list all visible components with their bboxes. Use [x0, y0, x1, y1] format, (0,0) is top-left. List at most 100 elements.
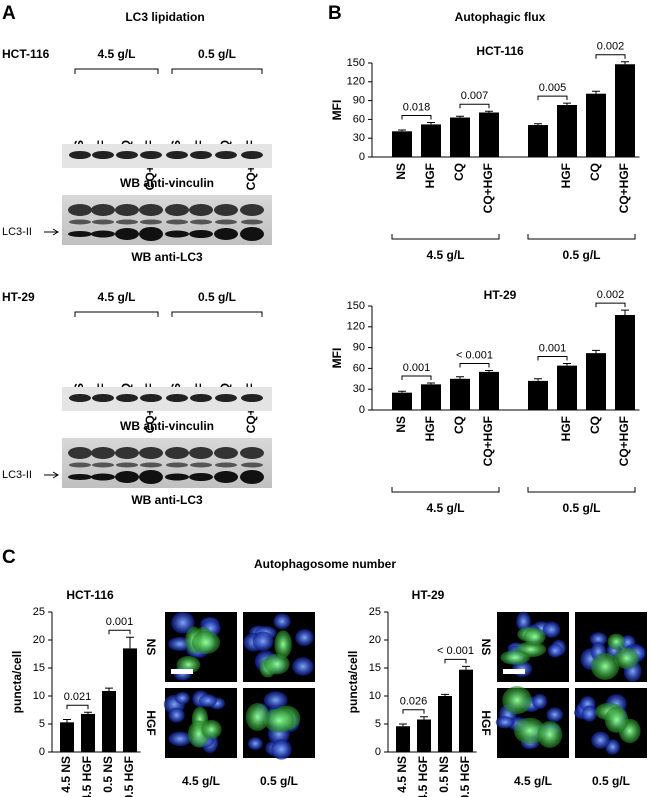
blot-band [166, 462, 188, 468]
p-value: < 0.001 [437, 645, 474, 657]
error-bar [592, 349, 600, 354]
panel-title: LC3 lipidation [125, 10, 204, 24]
chart-title: HT-29 [412, 588, 445, 602]
blot-band [115, 447, 139, 459]
blot-band [214, 204, 238, 216]
bar [586, 93, 606, 157]
row-label: NS [144, 639, 158, 656]
blot-band [189, 473, 213, 481]
bar [392, 131, 412, 157]
error-bar [621, 61, 629, 65]
blot-band [139, 447, 163, 459]
y-tick-label: 150 [347, 300, 365, 312]
cell-stain [537, 721, 563, 748]
blot-label: WB anti-LC3 [131, 493, 203, 507]
cell-stain [264, 708, 295, 733]
bar [438, 696, 452, 752]
nucleus [292, 657, 314, 676]
x-tick-label: 0.5 NS [437, 756, 451, 793]
significance-bracket [595, 54, 626, 59]
nucleus [263, 691, 288, 709]
blot-band [116, 151, 138, 159]
blot-band [215, 219, 237, 225]
group-label: 0.5 g/L [562, 501, 600, 515]
y-tick-label: 0 [39, 746, 45, 758]
blot-band [91, 204, 115, 216]
y-axis-label: puncta/cell [346, 651, 360, 714]
blot-band [240, 470, 264, 484]
blot-label: WB anti-vinculin [120, 176, 214, 190]
blot-band [165, 473, 189, 481]
blot-band [92, 219, 114, 225]
blot-band [241, 462, 263, 468]
blot-band [139, 470, 163, 484]
blot-band [115, 204, 139, 216]
blot-band [92, 394, 114, 402]
error-bar [427, 122, 435, 125]
blot-band [190, 151, 212, 159]
chart-title: HT-29 [484, 288, 517, 302]
y-tick-label: 120 [347, 76, 365, 88]
group-bracket [171, 68, 263, 74]
error-bar [592, 90, 600, 94]
significance-bracket [537, 356, 568, 361]
blot-band [69, 394, 91, 402]
panel-letter: C [2, 547, 16, 568]
x-tick-label: CQ [588, 416, 602, 434]
bar [557, 365, 577, 410]
blot-band [115, 471, 139, 483]
blot-band [189, 447, 213, 459]
blot-band [165, 447, 189, 459]
blot-band [215, 394, 237, 402]
blot-band [68, 447, 92, 459]
x-tick-label: CQ+HGF [617, 163, 631, 213]
bar [615, 315, 635, 410]
y-tick-label: 120 [347, 321, 365, 333]
error-bar [534, 378, 542, 381]
bar [396, 726, 410, 752]
marker-label: LC3-II [2, 226, 32, 238]
x-tick-label: CQ [452, 163, 466, 181]
bar [459, 669, 473, 752]
group-bracket [391, 487, 500, 493]
blot-band [91, 230, 115, 238]
nucleus [198, 694, 217, 708]
bar [421, 384, 441, 410]
cell-stain [264, 653, 290, 675]
y-axis-label: MFI [330, 348, 344, 369]
blot-band [166, 219, 188, 225]
y-tick-label: 60 [353, 362, 365, 374]
group-label: 0.5 g/L [562, 248, 600, 262]
group-bracket [527, 487, 636, 493]
cell-label: HT-29 [2, 290, 35, 304]
error-bar [534, 123, 542, 126]
blot-band [190, 394, 212, 402]
blot-band [139, 227, 163, 241]
error-bar [563, 102, 571, 105]
cell-label: HCT-116 [2, 47, 50, 61]
error-bar [63, 719, 71, 723]
y-tick-label: 20 [369, 634, 381, 646]
p-value: 0.001 [539, 342, 567, 354]
marker-label: LC3-II [2, 469, 32, 481]
bar [557, 104, 577, 157]
blot-band [189, 204, 213, 216]
blot-band [68, 231, 92, 237]
blot-band [92, 462, 114, 468]
blot-band [69, 462, 91, 468]
chart-title: HCT-116 [476, 44, 524, 58]
bar [528, 380, 548, 410]
y-tick-label: 25 [369, 606, 381, 618]
x-tick-label: CQ+HGF [481, 163, 495, 213]
bar [479, 112, 499, 157]
error-bar [398, 129, 406, 132]
x-tick-label: 4.5 NS [59, 756, 73, 793]
x-tick-label: HGF [423, 163, 437, 188]
blot-band [140, 219, 162, 225]
y-axis-label: puncta/cell [10, 651, 24, 714]
blot-band [91, 447, 115, 459]
blot-band [115, 228, 139, 240]
bar [421, 124, 441, 157]
error-bar [427, 382, 435, 385]
